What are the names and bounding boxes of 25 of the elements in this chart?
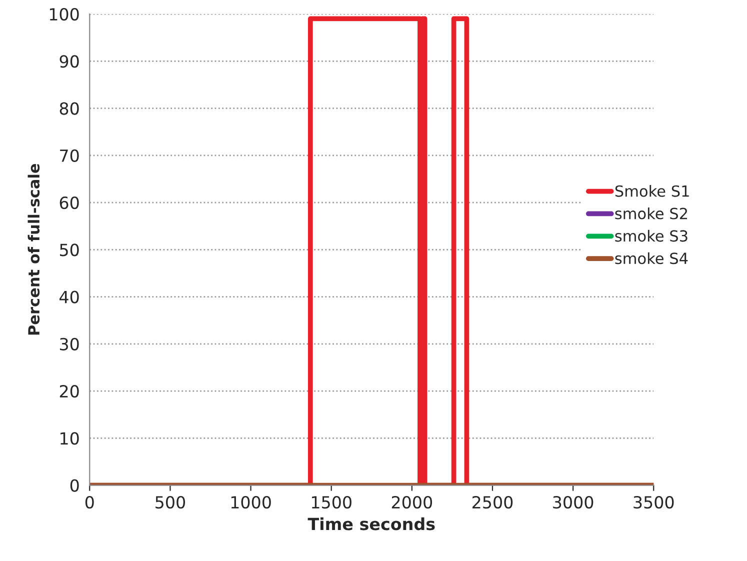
y-tick-label: 40	[60, 290, 79, 304]
y-axis-title: Percent of full-scale	[28, 164, 40, 335]
y-tick-label: 50	[60, 244, 79, 256]
y-tick-label: 20	[60, 384, 79, 398]
legend-label: Smoke S1	[615, 185, 689, 197]
legend-label: smoke S2	[615, 207, 688, 220]
y-tick-label: 0	[70, 479, 79, 492]
y-tick-label: 80	[60, 102, 79, 115]
y-tick-label: 70	[60, 149, 79, 162]
x-axis-title: Time seconds	[308, 517, 435, 530]
x-tick-label: 1000	[231, 496, 271, 509]
x-tick-label: 3000	[553, 496, 594, 509]
y-tick-label: 30	[60, 338, 79, 350]
y-tick-label: 60	[60, 196, 79, 210]
x-tick-label: 2000	[392, 496, 432, 509]
y-tick-label: 100	[50, 8, 79, 21]
y-tick-label: 10	[60, 432, 79, 445]
y-tick-label: 90	[60, 55, 79, 68]
legend-label: smoke S4	[615, 252, 688, 264]
x-tick-label: 2500	[472, 496, 513, 509]
x-tick-label: 0	[85, 496, 94, 509]
x-tick-label: 1500	[312, 496, 352, 509]
legend-label: smoke S3	[615, 230, 688, 242]
x-tick-label: 500	[156, 496, 186, 509]
x-tick-label: 3500	[634, 496, 674, 509]
